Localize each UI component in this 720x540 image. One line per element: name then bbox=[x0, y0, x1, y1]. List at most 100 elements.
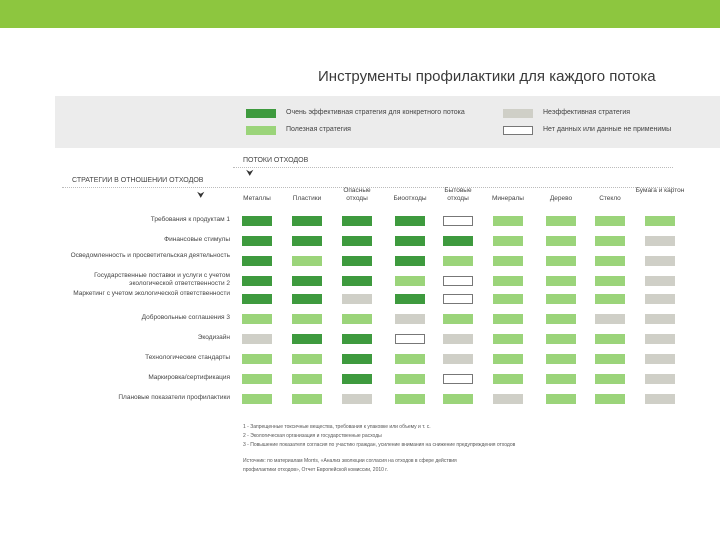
legend-swatch-useful bbox=[246, 126, 276, 135]
column-header: Дерево bbox=[549, 195, 573, 202]
matrix-cell-use bbox=[546, 314, 576, 324]
matrix-cell-use bbox=[292, 354, 322, 364]
matrix-cell-eff bbox=[342, 236, 372, 246]
footnote: 1 - Запрещенные токсичные вещества, треб… bbox=[243, 424, 431, 430]
matrix-cell-use bbox=[292, 394, 322, 404]
matrix-cell-use bbox=[546, 374, 576, 384]
matrix-cell-eff bbox=[292, 294, 322, 304]
legend-label-no-data: Нет данных или данные не применимы bbox=[543, 126, 672, 133]
matrix-cell-use bbox=[493, 256, 523, 266]
matrix-cell-use bbox=[292, 314, 322, 324]
matrix-cell-use bbox=[292, 374, 322, 384]
matrix-cell-use bbox=[493, 216, 523, 226]
flows-header: ПОТОКИ ОТХОДОВ bbox=[243, 157, 309, 164]
matrix-cell-eff bbox=[342, 216, 372, 226]
matrix-cell-use bbox=[493, 354, 523, 364]
matrix-cell-use bbox=[493, 276, 523, 286]
matrix-cell-use bbox=[595, 216, 625, 226]
matrix-cell-ineff bbox=[645, 334, 675, 344]
matrix-cell-use bbox=[595, 394, 625, 404]
matrix-cell-eff bbox=[395, 216, 425, 226]
matrix-cell-use bbox=[342, 314, 372, 324]
matrix-cell-eff bbox=[242, 256, 272, 266]
matrix-cell-ineff bbox=[493, 394, 523, 404]
row-label: Государственные поставки и услуги с учет… bbox=[94, 272, 230, 287]
row-label: Маркетинг с учетом экологической ответст… bbox=[73, 290, 230, 297]
matrix-cell-eff bbox=[395, 256, 425, 266]
matrix-cell-use bbox=[595, 276, 625, 286]
matrix-cell-eff bbox=[342, 334, 372, 344]
source-note: Источник: по материалам Morris, «Анализ … bbox=[243, 458, 457, 464]
matrix-cell-use bbox=[546, 216, 576, 226]
matrix-cell-ineff bbox=[645, 374, 675, 384]
source-note: профилактики отходов», Отчет Европейской… bbox=[243, 467, 388, 473]
matrix-cell-ineff bbox=[395, 314, 425, 324]
column-header: Металлы bbox=[243, 195, 271, 202]
matrix-cell-eff bbox=[242, 294, 272, 304]
row-label: Маркировка/сертификация bbox=[148, 374, 230, 381]
legend-label-very-effective: Очень эффективная стратегия для конкретн… bbox=[286, 109, 465, 116]
matrix-cell-use bbox=[493, 374, 523, 384]
footnote: 2 - Экологическая организация и государс… bbox=[243, 433, 382, 439]
matrix-cell-use bbox=[395, 276, 425, 286]
matrix-cell-use bbox=[595, 294, 625, 304]
matrix-cell-use bbox=[546, 236, 576, 246]
column-header: Бытовые отходы bbox=[444, 187, 472, 202]
matrix-cell-none bbox=[395, 334, 425, 344]
matrix-cell-use bbox=[242, 374, 272, 384]
matrix-cell-use bbox=[395, 394, 425, 404]
matrix-cell-use bbox=[493, 236, 523, 246]
strategies-arrow-icon: ⮟ bbox=[197, 190, 205, 200]
matrix-cell-eff bbox=[395, 294, 425, 304]
matrix-cell-ineff bbox=[645, 354, 675, 364]
matrix-cell-ineff bbox=[443, 334, 473, 344]
matrix-cell-use bbox=[292, 256, 322, 266]
legend-label-ineffective: Неэффективная стратегия bbox=[543, 109, 631, 116]
matrix-cell-use bbox=[546, 276, 576, 286]
row-label: Технологические стандарты bbox=[145, 354, 230, 361]
matrix-cell-eff bbox=[342, 354, 372, 364]
legend-swatch-very-effective bbox=[246, 109, 276, 118]
row-label: Осведомленность и просветительская деяте… bbox=[70, 252, 230, 259]
matrix-cell-use bbox=[645, 216, 675, 226]
matrix-cell-eff bbox=[443, 236, 473, 246]
matrix-cell-ineff bbox=[645, 394, 675, 404]
matrix-cell-use bbox=[443, 256, 473, 266]
column-header: Бумага и картон bbox=[635, 187, 685, 194]
matrix-cell-use bbox=[595, 334, 625, 344]
matrix-cell-ineff bbox=[443, 354, 473, 364]
matrix-cell-eff bbox=[242, 276, 272, 286]
matrix-cell-none bbox=[443, 276, 473, 286]
column-header: Минералы bbox=[492, 195, 524, 202]
matrix-cell-use bbox=[493, 314, 523, 324]
column-header: Пластики bbox=[292, 195, 322, 202]
row-label: Требования к продуктам 1 bbox=[150, 216, 230, 223]
legend-swatch-ineffective bbox=[503, 109, 533, 118]
matrix-cell-use bbox=[242, 394, 272, 404]
legend: Очень эффективная стратегия для конкретн… bbox=[55, 96, 720, 148]
matrix-cell-use bbox=[395, 374, 425, 384]
matrix-cell-eff bbox=[342, 374, 372, 384]
matrix-cell-eff bbox=[242, 216, 272, 226]
legend-swatch-no-data bbox=[503, 126, 533, 135]
matrix-cell-use bbox=[546, 256, 576, 266]
matrix-cell-use bbox=[595, 256, 625, 266]
page-title: Инструменты профилактики для каждого пот… bbox=[318, 68, 656, 85]
matrix-cell-use bbox=[546, 334, 576, 344]
strategies-divider bbox=[62, 187, 674, 188]
legend-label-useful: Полезная стратегия bbox=[286, 126, 351, 133]
matrix-cell-eff bbox=[342, 276, 372, 286]
matrix-cell-eff bbox=[292, 334, 322, 344]
matrix-cell-ineff bbox=[342, 294, 372, 304]
matrix-cell-eff bbox=[395, 236, 425, 246]
matrix-cell-use bbox=[242, 354, 272, 364]
matrix-cell-ineff bbox=[645, 276, 675, 286]
matrix-cell-use bbox=[595, 374, 625, 384]
flows-divider bbox=[233, 167, 673, 168]
matrix-cell-none bbox=[443, 294, 473, 304]
footnote: 3 - Повышение показателя согласия по уча… bbox=[243, 442, 516, 448]
column-header: Стекло bbox=[599, 195, 621, 202]
matrix-cell-use bbox=[493, 294, 523, 304]
row-label: Плановые показатели профилактики bbox=[118, 394, 230, 401]
matrix-cell-use bbox=[242, 314, 272, 324]
